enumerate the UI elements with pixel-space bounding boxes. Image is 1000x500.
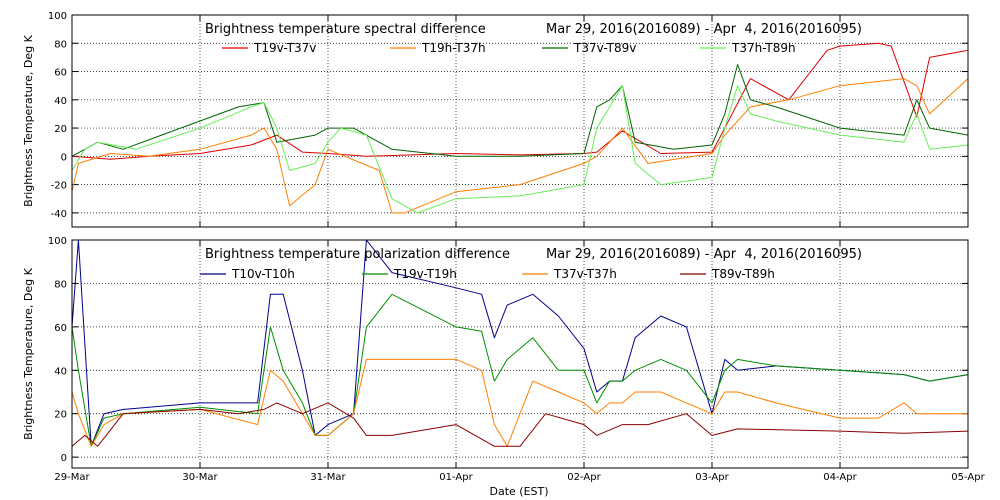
series-line-t19v-t19h: [71, 293, 969, 447]
y-tick-label: 20: [54, 410, 67, 421]
chart-date-range: Mar 29, 2016(2016089) - Apr 4, 2016(2016…: [546, 247, 862, 262]
y-tick-label: 80: [54, 279, 67, 290]
x-tick-label: 03-Apr: [695, 472, 729, 483]
series-line-t89v-t89h: [71, 402, 969, 447]
series-line-t37v-t37h: [71, 358, 968, 447]
y-axis-title: Brightness Temperature, Deg K: [22, 34, 35, 206]
spectral-difference-panel: -40 -20 0 20 40 60 80 100 Brightness temperature…: [22, 11, 969, 228]
x-tick-label: 05-Apr: [951, 472, 985, 483]
x-tick-label: 02-Apr: [567, 472, 601, 483]
y-tick-label: -40: [51, 209, 67, 220]
y-tick-label: 0: [61, 152, 67, 163]
legend-label: T37v-T89v: [573, 41, 636, 55]
x-axis-title: Date (EST): [489, 485, 548, 498]
y-tick-label: -20: [51, 181, 67, 192]
series-line-t10v-t10h: [71, 239, 969, 447]
y-tick-label: 0: [61, 453, 67, 464]
series-line-t19h-t37h: [71, 78, 969, 214]
chart-date-range: Mar 29, 2016(2016089) - Apr 4, 2016(2016…: [546, 22, 862, 37]
chart-title: Brightness temperature spectral differen…: [205, 22, 486, 37]
series-line-t19v-t37v: [71, 42, 969, 160]
x-tick-label: 31-Mar: [310, 472, 346, 483]
x-tick-label: 01-Apr: [439, 472, 473, 483]
x-tick-label: 29-Mar: [54, 472, 90, 483]
y-tick-label: 60: [54, 323, 67, 334]
y-tick-label: 20: [54, 124, 67, 135]
legend-label: T37h-T89h: [731, 41, 796, 55]
legend-label: T19v-T19h: [393, 267, 457, 281]
y-tick-label: 100: [48, 236, 67, 247]
plot-frame: [71, 14, 969, 228]
date-axis: 29-Mar 30-Mar 31-Mar 01-Apr 02-Apr 03-Apr 04-A…: [54, 472, 985, 483]
polarization-difference-panel: 0 20 40 60 80 100 Brightness temperature polar…: [22, 236, 969, 469]
legend-label: T89v-T89h: [711, 267, 775, 281]
y-tick-label: 40: [54, 96, 67, 107]
y-tick-label: 40: [54, 366, 67, 377]
y-tick-label: 100: [48, 11, 67, 22]
legend-label: T19v-T37v: [253, 41, 316, 55]
series-line-t37v-t89v: [71, 64, 969, 157]
y-axis-title: Brightness Temperature, Deg K: [22, 267, 35, 439]
y-tick-label: 80: [54, 39, 67, 50]
y-tick-label: 60: [54, 68, 67, 79]
series-line-t37h-t89h: [71, 85, 969, 214]
x-tick-label: 04-Apr: [823, 472, 857, 483]
legend-label: T37v-T37h: [553, 267, 617, 281]
legend-label: T19h-T37h: [421, 41, 486, 55]
x-tick-label: 30-Mar: [182, 472, 218, 483]
legend-label: T10v-T10h: [231, 267, 295, 281]
plot-frame: [71, 239, 969, 469]
chart-title: Brightness temperature polarization diff…: [205, 247, 510, 262]
